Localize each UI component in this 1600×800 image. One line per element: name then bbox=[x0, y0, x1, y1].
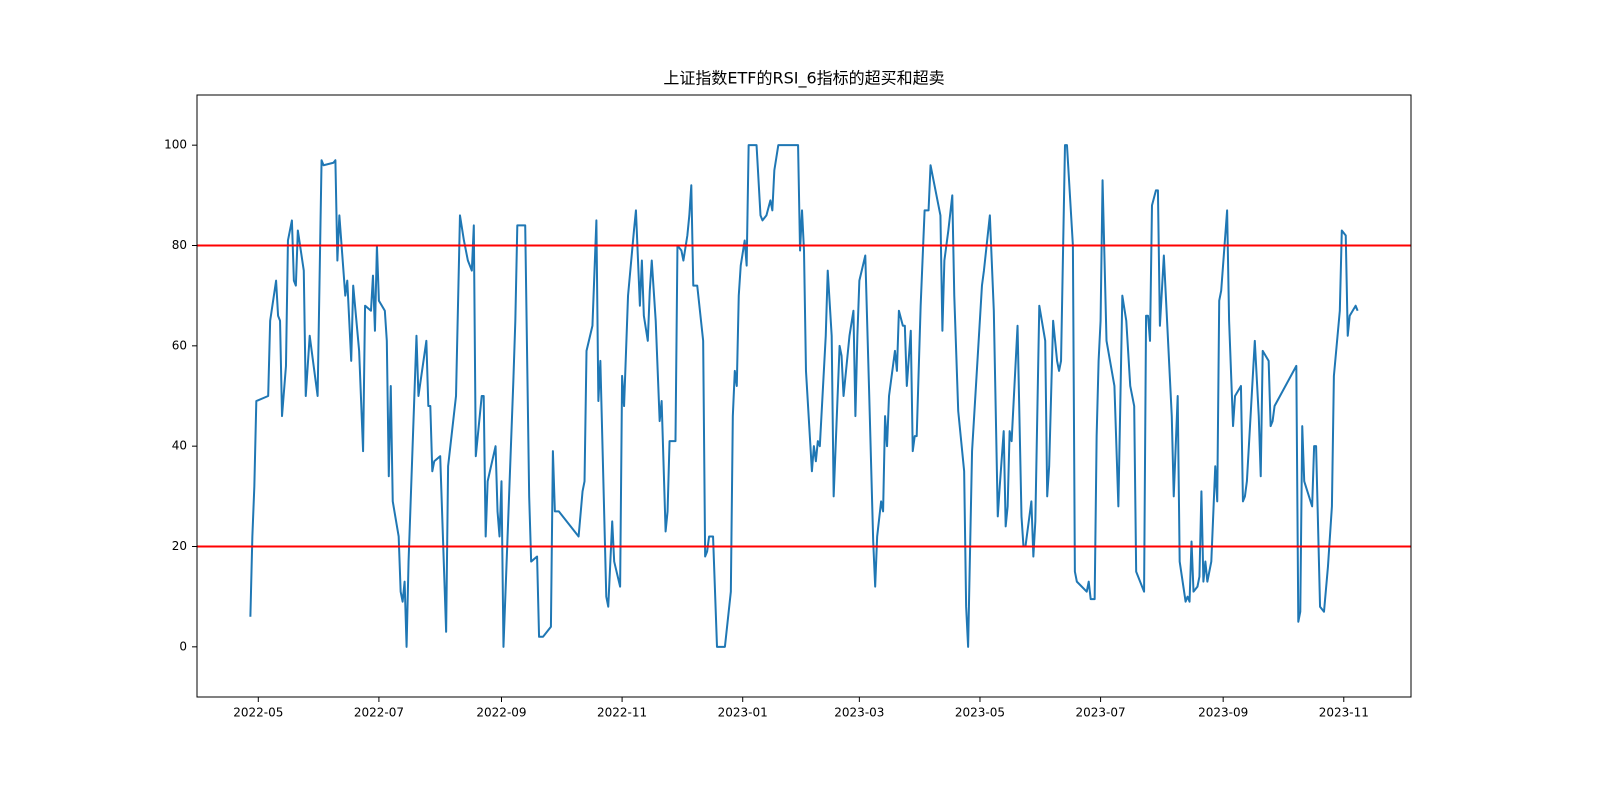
x-tick-label: 2022-05 bbox=[233, 706, 283, 720]
x-tick-label: 2023-05 bbox=[955, 706, 1005, 720]
y-tick-label: 20 bbox=[172, 539, 187, 553]
line-series bbox=[249, 144, 1359, 648]
x-tick-label: 2023-09 bbox=[1198, 706, 1248, 720]
y-tick-label: 100 bbox=[164, 138, 187, 152]
x-tick-label: 2023-11 bbox=[1319, 706, 1369, 720]
y-tick-label: 60 bbox=[172, 338, 187, 352]
x-tick-label: 2023-07 bbox=[1076, 706, 1126, 720]
x-tick-label: 2023-03 bbox=[834, 706, 884, 720]
y-tick-label: 0 bbox=[179, 639, 187, 653]
chart-title: 上证指数ETF的RSI_6指标的超买和超卖 bbox=[663, 69, 944, 89]
x-tick-label: 2022-07 bbox=[354, 706, 404, 720]
y-tick-label: 40 bbox=[172, 439, 187, 453]
x-tick-label: 2023-01 bbox=[718, 706, 768, 720]
plot-frame bbox=[196, 94, 1412, 698]
x-tick-label: 2022-09 bbox=[476, 706, 526, 720]
x-tick-label: 2022-11 bbox=[597, 706, 647, 720]
y-tick-label: 80 bbox=[172, 238, 187, 252]
